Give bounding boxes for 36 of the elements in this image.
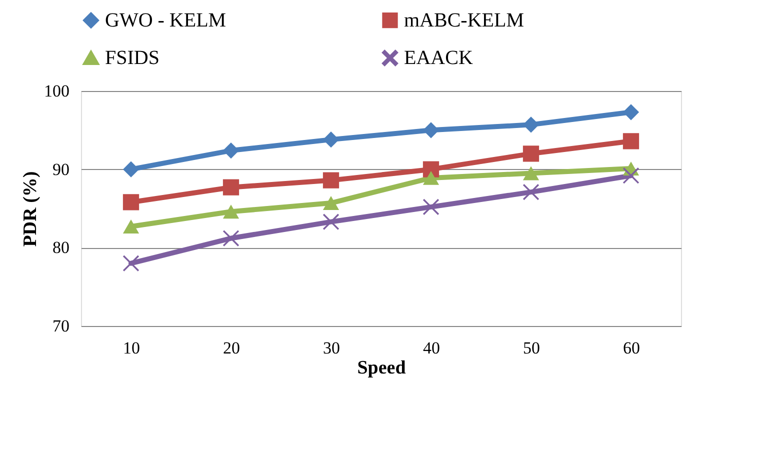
point — [222, 179, 240, 196]
point — [322, 132, 340, 148]
y-tick-label: 90 — [52, 160, 70, 179]
point — [522, 146, 540, 162]
point — [422, 170, 440, 185]
point — [322, 214, 340, 230]
point — [622, 168, 640, 184]
legend-label: mABC-KELM — [404, 9, 524, 32]
point — [222, 142, 240, 159]
y-axis-title: PDR (%) — [20, 171, 41, 247]
x-tick-label: 60 — [623, 338, 640, 358]
x-tick-label: 50 — [523, 338, 540, 358]
point — [622, 133, 640, 150]
point — [622, 104, 640, 120]
x-axis-title: Speed — [357, 358, 406, 378]
x-tick-label: 10 — [123, 338, 140, 358]
point — [122, 161, 140, 178]
x-tick-label: 30 — [323, 338, 340, 358]
y-tick-label: 80 — [52, 238, 70, 258]
point — [322, 172, 340, 188]
legend-label: EAACK — [404, 47, 474, 69]
point — [122, 255, 140, 272]
point — [522, 166, 540, 180]
point — [122, 220, 140, 234]
x-tick-label: 40 — [423, 338, 440, 358]
y-tick-label: 70 — [52, 316, 70, 336]
point — [322, 196, 340, 210]
y-tick-label: 100 — [44, 82, 70, 100]
point — [422, 198, 440, 215]
legend-label: GWO - KELM — [105, 9, 226, 32]
x-tick-label: 20 — [223, 338, 240, 358]
point — [222, 204, 240, 219]
point — [422, 122, 440, 138]
legend-label: FSIDS — [105, 47, 160, 69]
point — [122, 194, 140, 210]
point — [522, 184, 540, 200]
